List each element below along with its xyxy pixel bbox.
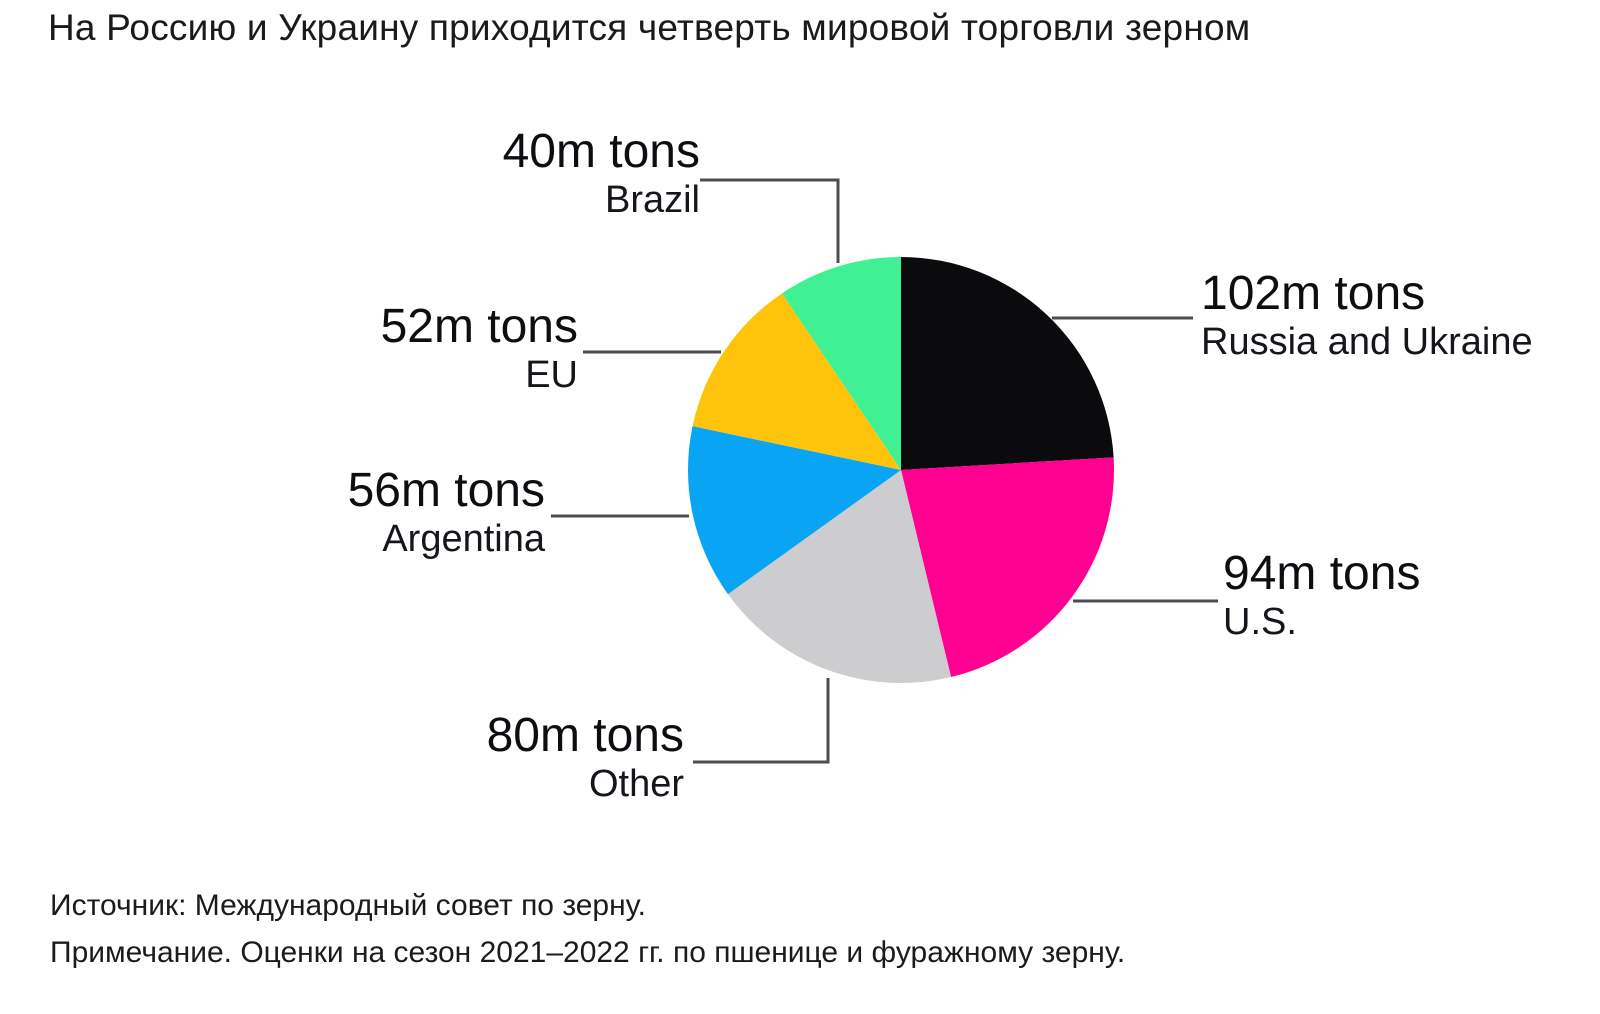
callout-us-value: 94m tons — [1223, 547, 1421, 600]
leader-line-brazil — [700, 178, 840, 263]
pie-slice-argentina — [688, 426, 901, 595]
callout-eu: 52m tons EU — [381, 302, 578, 398]
callout-eu-label: EU — [525, 354, 578, 396]
callout-other: 80m tons Other — [487, 711, 684, 807]
callout-brazil-label: Brazil — [604, 179, 700, 221]
callout-brazil: 40m tons Brazil — [503, 127, 700, 223]
callout-argentina-value: 56m tons — [347, 464, 545, 517]
callout-other-value: 80m tons — [486, 709, 684, 762]
callout-russia-and-ukraine: 102m tons Russia and Ukraine — [1201, 269, 1533, 365]
callout-russia-and-ukraine-label: Russia and Ukraine — [1201, 321, 1533, 363]
estimate-note: Примечание. Оценки на сезон 2021–2022 гг… — [50, 936, 1126, 969]
callout-argentina: 56m tons Argentina — [348, 466, 545, 562]
source-note: Источник: Международный совет по зерну. — [50, 889, 647, 922]
pie-slice-other — [727, 470, 952, 683]
pie-chart — [688, 257, 1115, 683]
pie-slice-russia-and-ukraine — [901, 257, 1114, 470]
chart-title: На Россию и Украину приходится четверть … — [48, 7, 1251, 48]
callout-us-label: U.S. — [1223, 601, 1297, 643]
callout-eu-value: 52m tons — [380, 300, 578, 353]
callout-us: 94m tons U.S. — [1223, 549, 1420, 645]
pie-slice-u-s — [901, 457, 1115, 678]
callout-russia-and-ukraine-value: 102m tons — [1201, 267, 1426, 320]
callout-other-label: Other — [588, 763, 684, 805]
callout-argentina-label: Argentina — [382, 518, 545, 560]
pie-slice-brazil — [782, 257, 901, 470]
callout-brazil-value: 40m tons — [502, 125, 700, 178]
footer: Источник: Международный совет по зерну. … — [50, 882, 1125, 976]
leader-line-other — [693, 678, 830, 764]
pie-slice-eu — [692, 293, 901, 470]
